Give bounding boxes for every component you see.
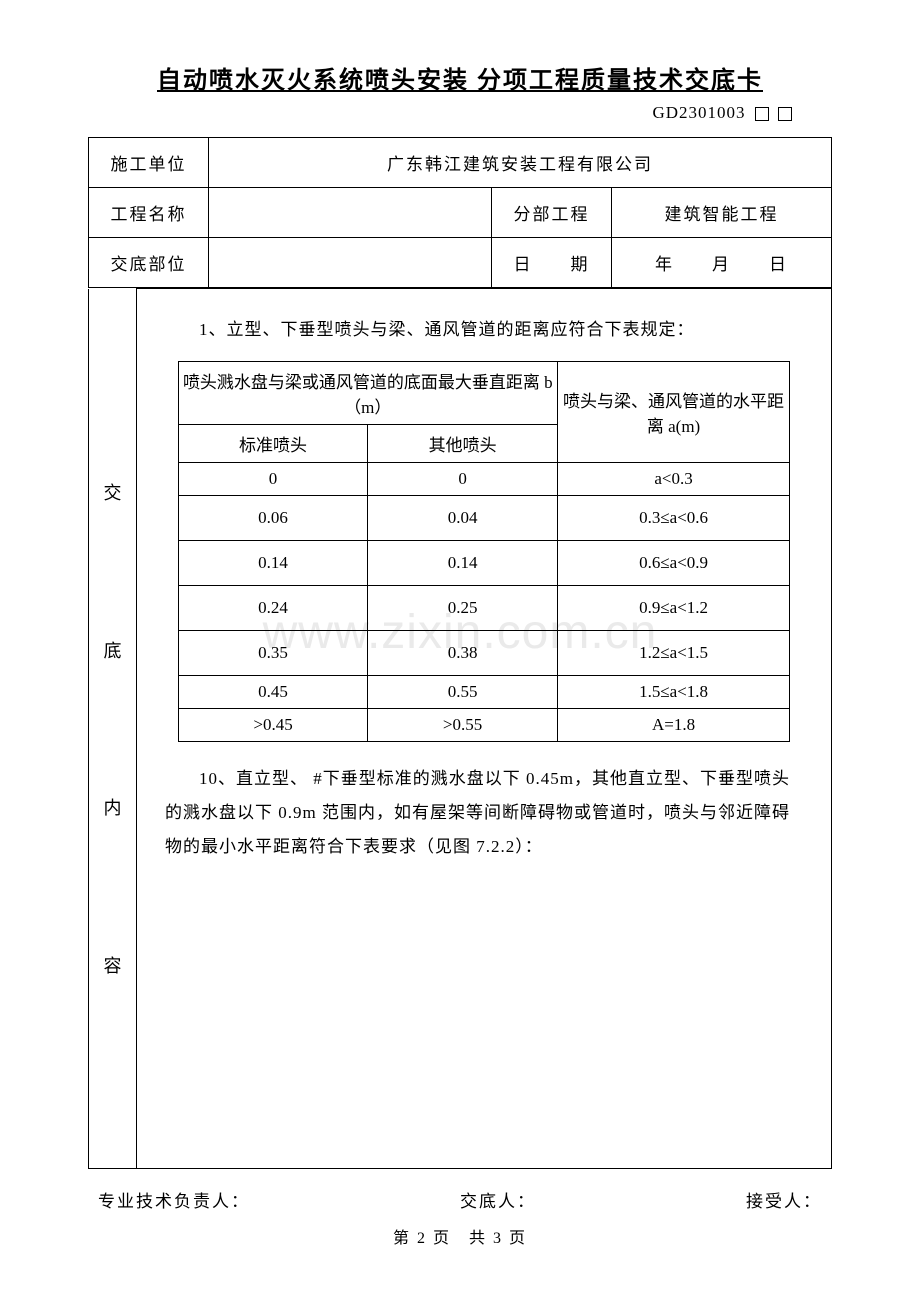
table-row: 0.14 0.14 0.6≤a<0.9 (178, 541, 789, 586)
inner-header-2: 喷头与梁、通风管道的水平距离 a(m) (557, 362, 789, 463)
cell: 0.14 (368, 541, 558, 586)
cell: >0.55 (368, 709, 558, 742)
table-row: 0.45 0.55 1.5≤a<1.8 (178, 676, 789, 709)
cell: 0.3≤a<0.6 (557, 496, 789, 541)
table-row: 0 0 a<0.3 (178, 463, 789, 496)
document-code: GD2301003 (88, 103, 832, 123)
cell: 0.9≤a<1.2 (557, 586, 789, 631)
inner-sub-2: 其他喷头 (368, 425, 558, 463)
cell: 1.5≤a<1.8 (557, 676, 789, 709)
doc-code-text: GD2301003 (652, 103, 745, 122)
sign-receiver: 接受人： (746, 1187, 822, 1212)
inner-header-1: 喷头溅水盘与梁或通风管道的底面最大垂直距离 b（m） (178, 362, 557, 425)
cell: 0.04 (368, 496, 558, 541)
cell: 0.06 (178, 496, 368, 541)
cell: A=1.8 (557, 709, 789, 742)
title-part2: 分项工程质量技术交底卡 (469, 68, 763, 94)
construction-unit-value: 广东韩江建筑安装工程有限公司 (209, 138, 832, 188)
date-label: 日 期 (492, 238, 612, 288)
cell: 0 (178, 463, 368, 496)
cell: 0.24 (178, 586, 368, 631)
header-row-2: 工程名称 分部工程 建筑智能工程 (89, 188, 832, 238)
header-row-1: 施工单位 广东韩江建筑安装工程有限公司 (89, 138, 832, 188)
table-row: 0.35 0.38 1.2≤a<1.5 (178, 631, 789, 676)
cell: 0.38 (368, 631, 558, 676)
inner-header-row-1: 喷头溅水盘与梁或通风管道的底面最大垂直距离 b（m） 喷头与梁、通风管道的水平距… (178, 362, 789, 425)
header-row-3: 交底部位 日 期 年 月 日 (89, 238, 832, 288)
cell: 0.6≤a<0.9 (557, 541, 789, 586)
title-part1: 自动喷水灭火系统喷头安装 (157, 68, 469, 94)
paragraph-1: 1、立型、下垂型喷头与梁、通风管道的距离应符合下表规定： (165, 313, 803, 347)
side-char-3: 内 (89, 794, 136, 820)
cell: 1.2≤a<1.5 (557, 631, 789, 676)
cell: 0 (368, 463, 558, 496)
cell: 0.45 (178, 676, 368, 709)
table-row: 0.06 0.04 0.3≤a<0.6 (178, 496, 789, 541)
footer-signatures: 专业技术负责人： 交底人： 接受人： (88, 1187, 832, 1212)
construction-unit-label: 施工单位 (89, 138, 209, 188)
inner-sub-1: 标准喷头 (178, 425, 368, 463)
sign-tech-leader: 专业技术负责人： (98, 1187, 250, 1212)
header-table: 施工单位 广东韩江建筑安装工程有限公司 工程名称 分部工程 建筑智能工程 交底部… (88, 137, 832, 288)
paragraph-2: 10、直立型、 #下垂型标准的溅水盘以下 0.45m，其他直立型、下垂型喷头的溅… (165, 762, 803, 864)
side-char-4: 容 (89, 952, 136, 978)
main-content-table: 交 底 内 容 1、立型、下垂型喷头与梁、通风管道的距离应符合下表规定： 喷头溅… (88, 288, 832, 1169)
page-title: 自动喷水灭火系统喷头安装 分项工程质量技术交底卡 (88, 60, 832, 95)
page-content: 自动喷水灭火系统喷头安装 分项工程质量技术交底卡 GD2301003 施工单位 … (88, 60, 832, 1248)
checkbox-2 (778, 107, 792, 121)
cell: 0.25 (368, 586, 558, 631)
subproject-value: 建筑智能工程 (612, 188, 832, 238)
date-value: 年 月 日 (612, 238, 832, 288)
sign-disclose-person: 交底人： (460, 1187, 536, 1212)
cell: 0.35 (178, 631, 368, 676)
cell: 0.55 (368, 676, 558, 709)
location-value (209, 238, 492, 288)
location-label: 交底部位 (89, 238, 209, 288)
project-name-label: 工程名称 (89, 188, 209, 238)
table-row: 0.24 0.25 0.9≤a<1.2 (178, 586, 789, 631)
distance-table: 喷头溅水盘与梁或通风管道的底面最大垂直距离 b（m） 喷头与梁、通风管道的水平距… (178, 361, 790, 742)
cell: >0.45 (178, 709, 368, 742)
side-char-2: 底 (89, 637, 136, 663)
project-name-value (209, 188, 492, 238)
subproject-label: 分部工程 (492, 188, 612, 238)
side-char-1: 交 (89, 479, 136, 505)
cell: 0.14 (178, 541, 368, 586)
content-cell: 1、立型、下垂型喷头与梁、通风管道的距离应符合下表规定： 喷头溅水盘与梁或通风管… (137, 289, 832, 1169)
cell: a<0.3 (557, 463, 789, 496)
side-label: 交 底 内 容 (89, 289, 137, 1169)
page-number: 第 2 页 共 3 页 (88, 1224, 832, 1248)
checkbox-1 (755, 107, 769, 121)
table-row: >0.45 >0.55 A=1.8 (178, 709, 789, 742)
